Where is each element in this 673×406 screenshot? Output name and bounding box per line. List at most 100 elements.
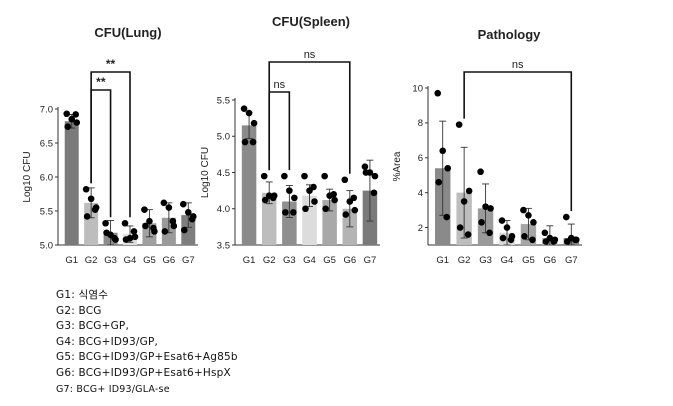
chart1-point [87,195,95,203]
chart3-point [486,229,493,237]
chart2-xtick-label: G3 [283,255,296,266]
chart2-point [245,109,253,117]
chart1-point [82,185,90,193]
chart3-point [507,236,515,244]
chart1-xtick-label: G5 [143,255,156,266]
chart2-ytick-label: 5.5 [217,95,230,106]
legend-item-g4: G4: BCG+ID93/GP, [56,335,159,348]
chart1-point [64,123,72,130]
chart3-title: Pathology [478,27,542,42]
chart2-ytick-label: 4.5 [217,168,230,179]
chart2-point [330,190,337,198]
chart3-point [542,238,550,245]
chart1-point [102,219,109,227]
legend-item-g3: G3: BCG+GP, [56,320,129,333]
chart2-sig-bracket [268,91,291,171]
chart3-point [498,217,506,224]
chart3-point [571,236,579,244]
chart1-point [184,209,192,216]
chart1-point [141,206,148,213]
chart3-point [434,89,442,97]
chart1-point [180,226,188,234]
chart3-y-label: %Area [392,151,403,181]
chart2-sig-label: ns [304,49,316,61]
chart1-ytick-label: 6.0 [40,172,53,183]
chart2-xtick-label: G4 [303,255,316,266]
chart1-ytick-label: 6.5 [40,138,53,149]
chart3-sig-bracket [463,71,573,212]
chart3-point [455,121,463,128]
chart1-xtick-label: G3 [104,255,117,266]
chart2-point [351,206,359,214]
chart3-point [499,234,507,242]
chart2-point [291,194,298,202]
chart2-bar-g1 [241,125,257,245]
chart2-xtick-label: G6 [343,255,356,266]
chart2-point [290,209,297,216]
chart2-xtick-label: G5 [323,255,336,266]
legend-item-g5: G5: BCG+ID93/GP+Esat6+Ag85b [56,351,238,364]
chart1-point [83,213,91,220]
chart2-bar-g2 [261,192,277,245]
chart2-ytick-label: 5.0 [217,132,230,143]
chart2-point [371,172,379,180]
chart2-point [322,205,329,213]
chart3-point [520,206,527,214]
chart2-point [282,209,289,216]
chart2-point [249,138,257,146]
chart1-sig-label: ** [106,57,116,71]
chart1-point [111,234,118,242]
chart3-point [482,203,489,210]
chart2-point [240,105,248,112]
chart1-point [161,228,169,235]
chart1-point [121,219,129,227]
chart2-point [250,119,258,127]
chart3-xtick-label: G3 [479,255,492,266]
chart2-ytick-label: 3.5 [217,240,230,251]
chart2-sig-bracket [268,61,351,174]
chart1-ytick-label: 5.0 [40,240,53,251]
chart1-point [146,217,153,225]
chart1-xtick-label: G7 [182,255,195,266]
chart3-point [478,219,485,226]
chart2-point [310,183,317,191]
chart1-point [68,115,76,123]
chart1-bar-g1 [64,121,79,245]
chart1-point [188,215,196,223]
chart1-point [73,119,81,126]
chart3-point [550,238,558,245]
legend-item-g2: G2: BCG [56,304,102,317]
chart3-point [529,236,536,244]
chart2-point [286,187,293,194]
chart2-ytick-label: 4.0 [217,204,230,215]
chart3-point [465,187,473,195]
chart1-point [169,217,177,225]
chart2-point [311,198,318,205]
chart3-point [525,212,532,219]
chart2-point [342,211,350,218]
chart3-point [460,198,468,205]
chart3-xtick-label: G6 [544,255,557,266]
chart2-point [350,194,358,202]
chart1-point [91,206,99,213]
chart3-sig-label: ns [512,59,524,71]
chart1-point [122,236,130,243]
chart2-sig-label: ns [273,79,285,91]
chart3-point [541,229,549,237]
chart1-ytick-label: 5.5 [40,206,53,217]
chart3-point [435,178,443,186]
chart1-point [130,228,138,235]
chart3-ytick-label: 2 [418,223,423,234]
chart1-y-label: Log10 CFU [22,151,33,202]
chart1-xtick-label: G6 [163,255,176,266]
chart2-xtick-label: G2 [263,255,276,266]
chart3-point [456,224,464,231]
chart2-point [301,172,308,180]
chart3-point [464,231,472,238]
group-legend: G1: 식염수 G2: BCG G3: BCG+GP, G4: BCG+ID93… [56,288,238,397]
chart1-point [72,111,80,118]
legend-item-g1: G1: 식염수 [56,289,109,301]
chart1-xtick-label: G4 [124,255,137,266]
chart2-point [331,196,338,204]
